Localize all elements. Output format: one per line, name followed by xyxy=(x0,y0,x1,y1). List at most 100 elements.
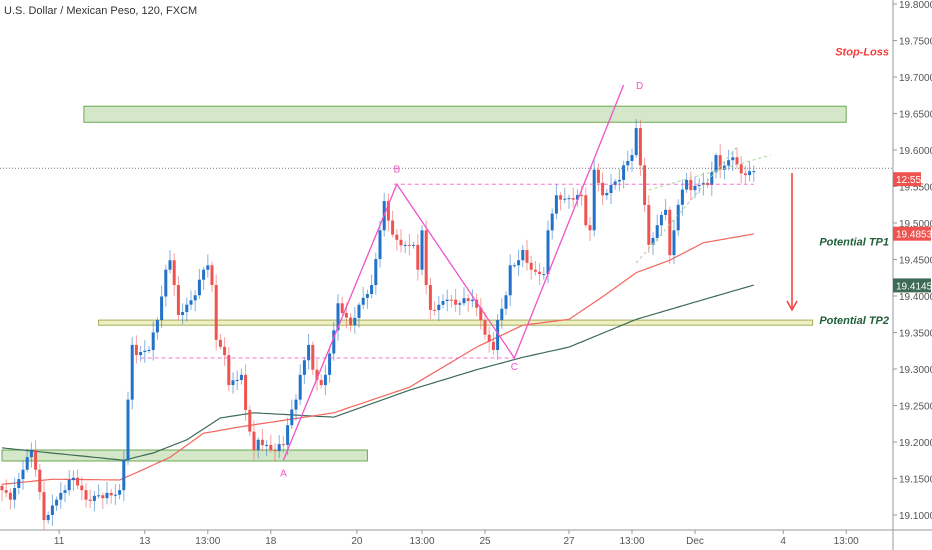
time-tick-label: 25 xyxy=(479,536,491,547)
candle xyxy=(302,356,306,385)
candle xyxy=(659,211,663,237)
candle-body xyxy=(172,260,176,286)
candle-body xyxy=(311,344,315,370)
candle xyxy=(290,399,294,429)
candle-body xyxy=(155,320,159,333)
candle xyxy=(706,178,710,188)
candle xyxy=(634,118,638,158)
abcd-pattern-line xyxy=(282,84,625,461)
candle xyxy=(630,148,634,172)
candle-body xyxy=(664,209,668,215)
candle xyxy=(609,174,613,204)
candle-body xyxy=(630,155,634,161)
candle-body xyxy=(46,515,50,521)
candle xyxy=(374,252,378,295)
candle-body xyxy=(168,260,172,270)
candle xyxy=(420,225,424,276)
candle-body xyxy=(722,165,726,170)
candle xyxy=(386,193,390,232)
price-tick-label: 19.50000 xyxy=(899,219,932,230)
candle xyxy=(588,216,592,242)
candle-body xyxy=(38,469,42,493)
candle-body xyxy=(483,320,487,335)
candle-body xyxy=(269,444,273,451)
candle-body xyxy=(202,269,206,280)
candle-body xyxy=(651,237,655,245)
candle xyxy=(63,484,67,503)
candle xyxy=(575,189,579,207)
candle xyxy=(584,187,588,228)
candle xyxy=(727,149,731,171)
candle xyxy=(235,370,239,391)
candle xyxy=(441,294,445,309)
candle xyxy=(197,268,201,299)
candle xyxy=(731,150,735,172)
candle-body xyxy=(412,244,416,246)
candle xyxy=(164,264,168,307)
candle-body xyxy=(315,369,319,380)
fast-moving-average-line xyxy=(1,233,754,485)
candle xyxy=(328,346,332,383)
candle-body xyxy=(248,409,252,432)
candle xyxy=(554,184,558,220)
candle-body xyxy=(8,492,12,500)
candle-body xyxy=(638,128,642,166)
candle-body xyxy=(521,250,525,261)
candle xyxy=(504,291,508,316)
candle xyxy=(512,262,516,268)
candle-body xyxy=(130,344,134,400)
candle xyxy=(743,165,747,184)
candle-body xyxy=(357,304,361,318)
candle xyxy=(311,341,315,376)
candle-body xyxy=(609,185,613,193)
candle xyxy=(521,245,525,268)
price-tick-label: 19.65000 xyxy=(899,110,932,121)
candle xyxy=(227,347,231,392)
candle-body xyxy=(193,295,197,301)
chart-title: U.S. Dollar / Mexican Peso, 120, FXCM xyxy=(4,5,198,17)
candle xyxy=(147,346,151,354)
candle xyxy=(92,491,96,512)
price-tick-label: 19.30000 xyxy=(899,365,932,376)
candle-body xyxy=(416,244,420,270)
candle xyxy=(735,147,739,169)
candle-body xyxy=(59,492,63,500)
candle-body xyxy=(281,444,285,446)
candle xyxy=(567,194,571,209)
candle xyxy=(508,254,512,307)
candle xyxy=(139,346,143,362)
candle-body xyxy=(693,185,697,191)
candle xyxy=(277,435,281,459)
candle xyxy=(470,289,474,308)
candle xyxy=(689,171,693,201)
candle-body xyxy=(458,303,462,305)
candle-body xyxy=(92,495,96,501)
candle xyxy=(533,260,537,276)
candle-body xyxy=(399,239,403,246)
candle xyxy=(323,365,327,396)
candle-body xyxy=(470,299,474,302)
candle-body xyxy=(139,352,143,356)
candle-body xyxy=(286,425,290,445)
candle-body xyxy=(752,171,756,173)
pattern-point-label-a: A xyxy=(280,468,287,479)
candle-body xyxy=(42,492,46,521)
candle xyxy=(214,274,218,351)
candle-body xyxy=(361,297,365,305)
price-label-badge xyxy=(893,226,931,241)
candle-body xyxy=(227,355,231,386)
candle-body xyxy=(80,485,84,491)
candle-body xyxy=(63,490,67,493)
candle xyxy=(25,448,29,473)
candle xyxy=(739,156,743,184)
price-tick-label: 19.70000 xyxy=(899,73,932,84)
candle-body xyxy=(105,492,109,499)
candle xyxy=(256,437,260,459)
candle-body xyxy=(126,399,130,461)
candle xyxy=(483,312,487,340)
candle-body xyxy=(676,204,680,231)
price-tick-label: 19.60000 xyxy=(899,146,932,157)
candle xyxy=(46,511,50,524)
candle xyxy=(714,152,718,179)
